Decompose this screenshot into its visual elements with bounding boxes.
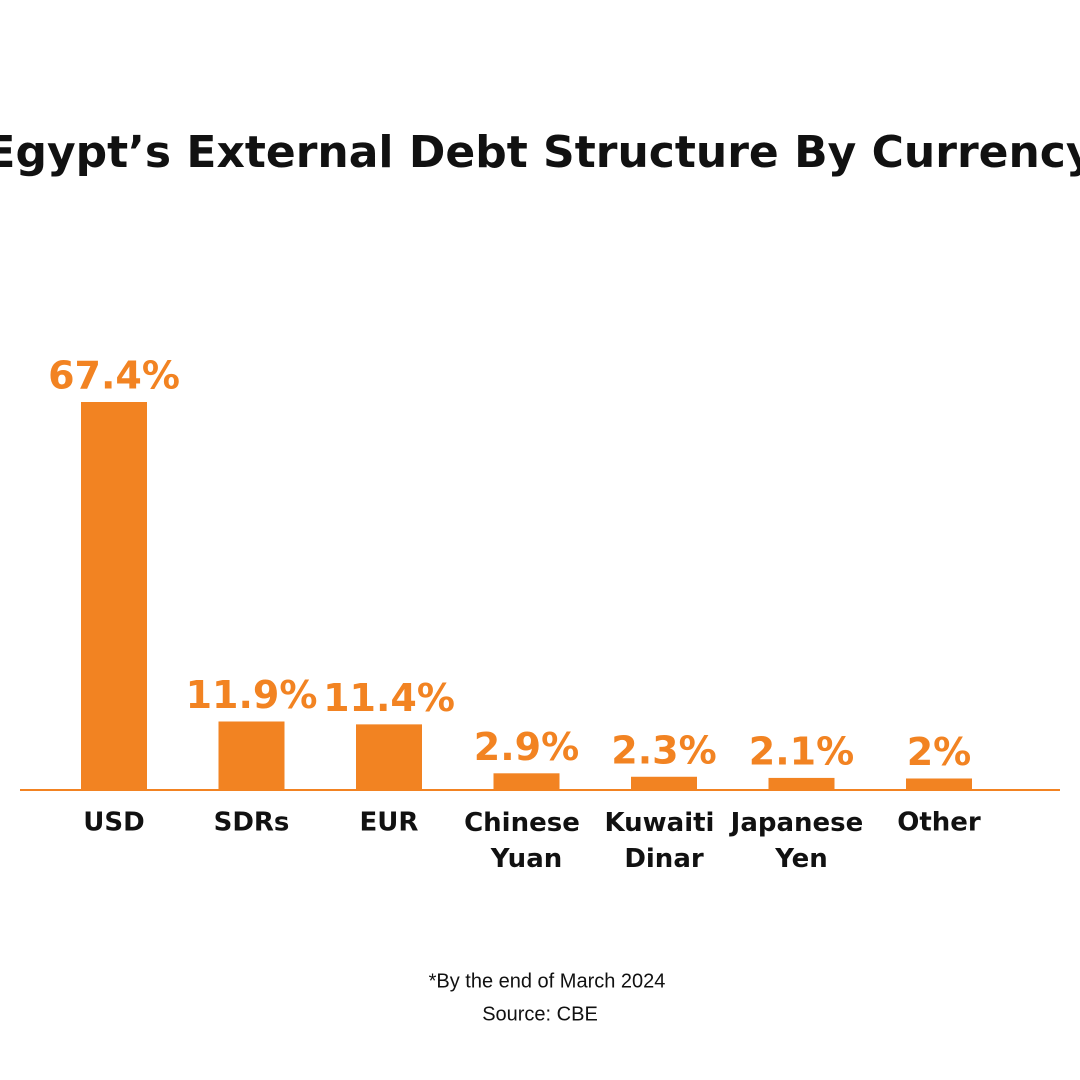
x-tick-label: SDRs xyxy=(214,808,290,838)
value-label: 11.4% xyxy=(323,676,455,720)
x-tick-label: Kuwaiti Dinar xyxy=(604,808,723,874)
x-tick-label: Other xyxy=(897,808,981,838)
source: Source: CBE xyxy=(482,1003,598,1025)
value-label: 2.1% xyxy=(749,729,854,773)
value-label: 2.9% xyxy=(474,725,579,769)
value-label: 2.3% xyxy=(611,728,716,772)
bar xyxy=(768,777,835,790)
bar xyxy=(631,776,697,790)
bar xyxy=(356,724,422,790)
x-tick-label: Chinese Yuan xyxy=(464,808,589,874)
value-label: 2% xyxy=(907,730,972,774)
bar xyxy=(218,721,285,790)
bar xyxy=(493,773,560,790)
value-label: 67.4% xyxy=(48,354,180,398)
bar xyxy=(906,778,972,790)
bar xyxy=(81,402,147,790)
x-tick-label: Japanese Yen xyxy=(729,808,873,874)
x-tick-label: USD xyxy=(83,808,144,838)
footnote: *By the end of March 2024 xyxy=(429,970,666,992)
value-label: 11.9% xyxy=(186,673,318,717)
x-tick-label: EUR xyxy=(360,808,419,838)
chart-title: Egypt’s External Debt Structure By Curre… xyxy=(0,127,1080,178)
